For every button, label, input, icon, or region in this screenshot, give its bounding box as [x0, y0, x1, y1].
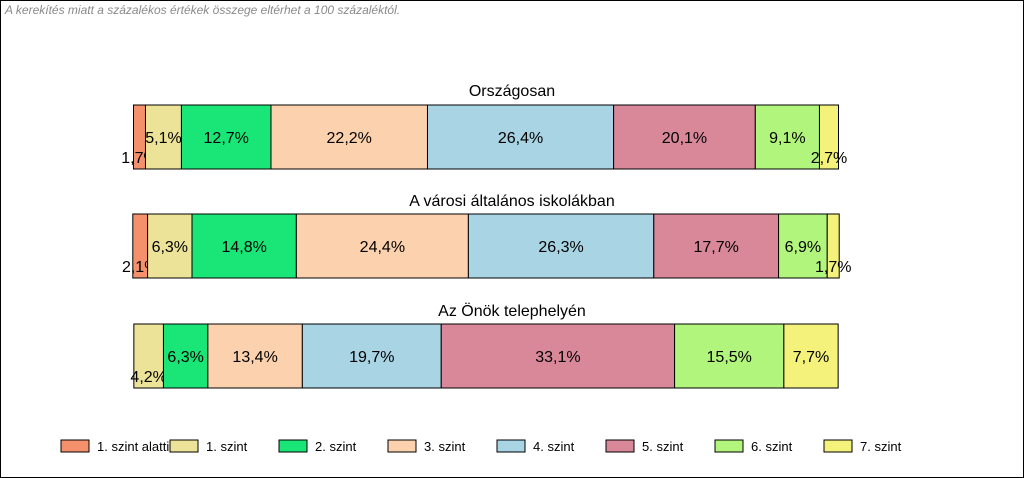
legend-label: 1. szint alatti	[97, 439, 169, 454]
bar-segment	[778, 213, 828, 279]
bar-segment	[674, 323, 785, 389]
data-label: 20,1%	[662, 130, 707, 147]
data-label: 17,7%	[693, 239, 738, 256]
data-label: 13,4%	[232, 349, 277, 366]
legend-swatch	[387, 439, 417, 453]
bar-segment	[162, 323, 209, 389]
legend-swatch	[496, 439, 526, 453]
data-label: 9,1%	[769, 130, 805, 147]
data-label: 1,7%	[815, 259, 851, 276]
bar-segment	[826, 213, 840, 279]
data-label: 6,3%	[152, 239, 188, 256]
bar-segment	[467, 213, 655, 279]
bar-segment	[426, 104, 615, 170]
data-label: 12,7%	[204, 130, 249, 147]
bar-segment	[653, 213, 780, 279]
legend-swatch	[823, 439, 853, 453]
category-title: Az Önök telephelyén	[438, 302, 586, 320]
data-label: 22,2%	[327, 130, 372, 147]
data-label: 15,5%	[707, 349, 752, 366]
data-label: 26,3%	[538, 239, 583, 256]
legend-label: 3. szint	[424, 439, 466, 454]
legend-label: 2. szint	[315, 439, 357, 454]
data-label: 14,8%	[221, 239, 266, 256]
legend-label: 6. szint	[751, 439, 793, 454]
legend-swatch	[605, 439, 635, 453]
bar-segment	[440, 323, 676, 389]
data-label: 19,7%	[349, 349, 394, 366]
bar-segment	[180, 104, 272, 170]
data-label: 26,4%	[498, 130, 543, 147]
rounding-note: A kerekítés miatt a százalékos értékek ö…	[5, 3, 401, 17]
bar-segment	[147, 213, 193, 279]
bar-segment	[144, 104, 182, 170]
legend-swatch	[714, 439, 744, 453]
data-label: 24,4%	[360, 239, 405, 256]
legend-label: 5. szint	[642, 439, 684, 454]
category-title: Országosan	[469, 83, 555, 100]
data-label: 4,2%	[130, 369, 166, 386]
bar-segment	[754, 104, 820, 170]
legend-swatch	[278, 439, 308, 453]
bar-segment	[295, 213, 469, 279]
data-label: 6,9%	[785, 239, 821, 256]
bar-segment	[613, 104, 756, 170]
legend-label: 7. szint	[860, 439, 902, 454]
bar-segment	[270, 104, 428, 170]
bar-segment	[301, 323, 442, 389]
bar-segment	[133, 323, 164, 389]
data-label: 33,1%	[535, 349, 580, 366]
data-label: 2,7%	[811, 150, 847, 167]
bar-segment	[783, 323, 839, 389]
bar-segment	[818, 104, 840, 170]
data-label: 7,7%	[793, 349, 829, 366]
legend-label: 4. szint	[533, 439, 575, 454]
category-title: A városi általános iskolákban	[409, 193, 614, 210]
data-label: 5,1%	[145, 130, 181, 147]
bar-segment	[207, 323, 303, 389]
legend-swatch	[169, 439, 199, 453]
bar-segment	[191, 213, 297, 279]
legend-swatch	[60, 439, 90, 453]
legend-label: 1. szint	[206, 439, 248, 454]
data-label: 6,3%	[167, 349, 203, 366]
